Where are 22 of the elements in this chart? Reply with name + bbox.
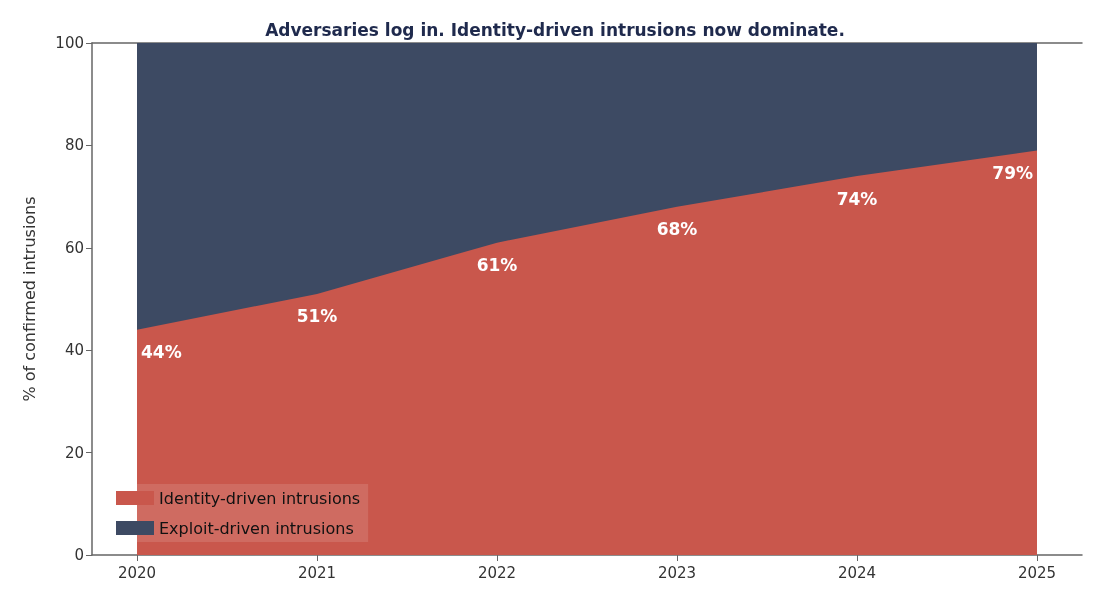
- y-tick-label: 80: [64, 136, 84, 155]
- y-tick-label: 60: [64, 238, 84, 257]
- legend-label: Exploit-driven intrusions: [159, 518, 354, 538]
- y-tick-label: 100: [55, 34, 84, 52]
- x-tick-label: 2020: [117, 563, 157, 582]
- chart-title: Adversaries log in. Identity-driven intrusions now dominate.: [265, 19, 845, 40]
- legend-label: Identity-driven intrusions: [159, 488, 361, 508]
- x-tick-label: 2021: [297, 563, 337, 582]
- data-label: 68%: [656, 219, 698, 240]
- data-label: 61%: [476, 255, 518, 276]
- y-axis-title: % of confirmed intrusions: [19, 196, 39, 402]
- x-tick-label: 2024: [837, 563, 877, 582]
- data-label: 74%: [836, 188, 878, 209]
- data-label: 51%: [296, 306, 338, 327]
- y-tick-label: 20: [64, 443, 84, 462]
- y-tick-label: 40: [64, 341, 84, 360]
- y-tick-label: 0: [74, 546, 84, 564]
- x-tick-label: 2022: [477, 563, 517, 582]
- x-tick-label: 2023: [657, 563, 697, 582]
- x-tick-label: 2025: [1017, 563, 1057, 582]
- data-label: 44%: [141, 342, 182, 363]
- data-label: 79%: [992, 163, 1033, 184]
